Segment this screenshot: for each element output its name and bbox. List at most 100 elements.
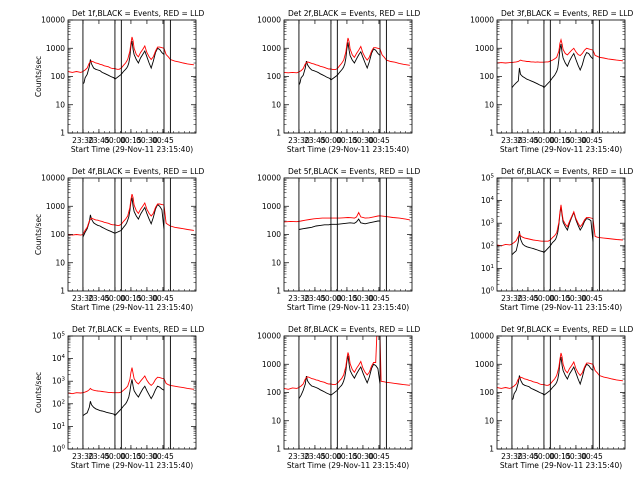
panel-title: Det 1f,BLACK = Events, RED = LLD: [72, 9, 205, 18]
x-axis-label: Start Time (29-Nov-11 23:15:40): [287, 145, 409, 154]
y-tick-label: 100: [480, 388, 495, 397]
events-series-line: [82, 40, 165, 85]
x-tick-label: 23:30: [72, 452, 94, 461]
y-tick-label: 105: [481, 174, 495, 183]
y-tick-label: 103: [52, 377, 66, 386]
y-tick-label: 104: [52, 354, 66, 363]
x-tick-label: 00:45: [581, 136, 603, 145]
y-tick-label: 10: [271, 416, 281, 425]
x-tick-label: 23:45: [517, 294, 539, 303]
y-tick-label: 100: [480, 72, 495, 81]
x-tick-label: 00:15: [549, 136, 571, 145]
events-series-line: [511, 44, 594, 89]
plot-frame: [67, 335, 197, 450]
y-tick-label: 1000: [475, 44, 494, 53]
x-tick-label: 00:15: [120, 452, 142, 461]
x-tick-label: 00:00: [533, 452, 555, 461]
x-tick-label: 00:45: [152, 452, 174, 461]
x-tick-label: 00:00: [104, 136, 126, 145]
y-tick-label: 100: [51, 72, 66, 81]
y-tick-label: 104: [481, 196, 495, 205]
detector-panel: Det 8f,BLACK = Events, RED = LLD 1 10 100 10…: [257, 325, 420, 470]
y-tick-label: 1: [489, 445, 494, 454]
y-tick-label: 1000: [46, 202, 65, 211]
y-tick-label: 1000: [262, 202, 281, 211]
y-tick-label: 100: [267, 72, 282, 81]
x-tick-label: 00:15: [120, 294, 142, 303]
x-tick-label: 00:00: [320, 136, 342, 145]
x-tick-label: 23:45: [304, 452, 326, 461]
panel-title: Det 4f,BLACK = Events, RED = LLD: [72, 167, 205, 176]
lld-series-line: [68, 193, 194, 236]
plot-frame: [496, 177, 626, 292]
detector-panel: Det 1f,BLACK = Events, RED = LLD 1 10 100 10…: [34, 9, 205, 154]
events-series-line: [298, 355, 381, 400]
y-tick-label: 10000: [257, 16, 281, 25]
y-tick-label: 1: [276, 129, 281, 138]
x-tick-label: 00:30: [136, 452, 158, 461]
x-tick-label: 00:30: [352, 294, 374, 303]
y-tick-label: 1: [489, 129, 494, 138]
x-tick-label: 00:45: [152, 294, 174, 303]
y-tick-label: 100: [52, 445, 66, 454]
x-tick-label: 00:45: [368, 294, 390, 303]
detector-panel: Det 5f,BLACK = Events, RED = LLD 1 10 100 10…: [257, 167, 420, 312]
y-tick-label: 10: [55, 258, 65, 267]
y-tick-label: 101: [52, 422, 65, 431]
events-series-line: [298, 218, 380, 230]
panel-title: Det 8f,BLACK = Events, RED = LLD: [288, 325, 421, 334]
x-tick-label: 00:45: [152, 136, 174, 145]
y-tick-label: 1000: [475, 360, 494, 369]
y-tick-label: 10000: [41, 174, 65, 183]
plot-frame: [283, 177, 413, 292]
x-tick-label: 00:00: [320, 452, 342, 461]
x-tick-label: 00:00: [104, 294, 126, 303]
x-tick-label: 23:45: [517, 452, 539, 461]
x-tick-label: 00:15: [336, 136, 358, 145]
x-axis-label: Start Time (29-Nov-11 23:15:40): [500, 145, 622, 154]
y-tick-label: 10000: [470, 16, 494, 25]
x-tick-label: 23:30: [72, 136, 94, 145]
x-tick-label: 00:45: [368, 136, 390, 145]
y-axis-label: Counts/sec: [34, 372, 43, 413]
lld-series-line: [284, 336, 410, 390]
y-tick-label: 1000: [46, 44, 65, 53]
lld-series-line: [497, 38, 623, 64]
x-axis-label: Start Time (29-Nov-11 23:15:40): [71, 145, 193, 154]
y-tick-label: 101: [481, 264, 494, 273]
x-axis-label: Start Time (29-Nov-11 23:15:40): [71, 303, 193, 312]
lld-series-line: [284, 37, 410, 74]
x-tick-label: 00:15: [549, 294, 571, 303]
y-tick-label: 10: [271, 100, 281, 109]
y-tick-label: 100: [51, 230, 66, 239]
y-tick-label: 10000: [257, 332, 281, 341]
detector-panel: Det 6f,BLACK = Events, RED = LLD 100 101 10…: [481, 167, 634, 312]
plot-frame: [496, 19, 626, 134]
y-tick-label: 102: [52, 399, 65, 408]
y-tick-label: 1: [60, 129, 65, 138]
y-tick-label: 102: [481, 241, 494, 250]
detector-panel: Det 3f,BLACK = Events, RED = LLD 1 10 100 10…: [470, 9, 633, 154]
y-axis-label: Counts/sec: [34, 214, 43, 255]
y-tick-label: 1000: [262, 360, 281, 369]
x-tick-label: 00:00: [320, 294, 342, 303]
x-tick-label: 23:45: [304, 136, 326, 145]
y-tick-label: 1: [276, 445, 281, 454]
y-tick-label: 10000: [257, 174, 281, 183]
y-tick-label: 100: [267, 388, 282, 397]
detector-panel: Det 7f,BLACK = Events, RED = LLD 100 101 10…: [34, 325, 205, 470]
y-tick-label: 10: [484, 416, 494, 425]
x-tick-label: 23:45: [88, 294, 110, 303]
x-tick-label: 00:15: [336, 452, 358, 461]
x-axis-label: Start Time (29-Nov-11 23:15:40): [500, 461, 622, 470]
y-tick-label: 1: [60, 287, 65, 296]
x-tick-label: 00:45: [368, 452, 390, 461]
lld-series-line: [68, 36, 194, 73]
detector-panel: Det 9f,BLACK = Events, RED = LLD 1 10 100 10…: [470, 325, 633, 470]
y-tick-label: 10000: [41, 16, 65, 25]
x-tick-label: 00:30: [352, 136, 374, 145]
panel-title: Det 6f,BLACK = Events, RED = LLD: [501, 167, 634, 176]
x-tick-label: 23:30: [288, 136, 310, 145]
x-tick-label: 23:45: [304, 294, 326, 303]
